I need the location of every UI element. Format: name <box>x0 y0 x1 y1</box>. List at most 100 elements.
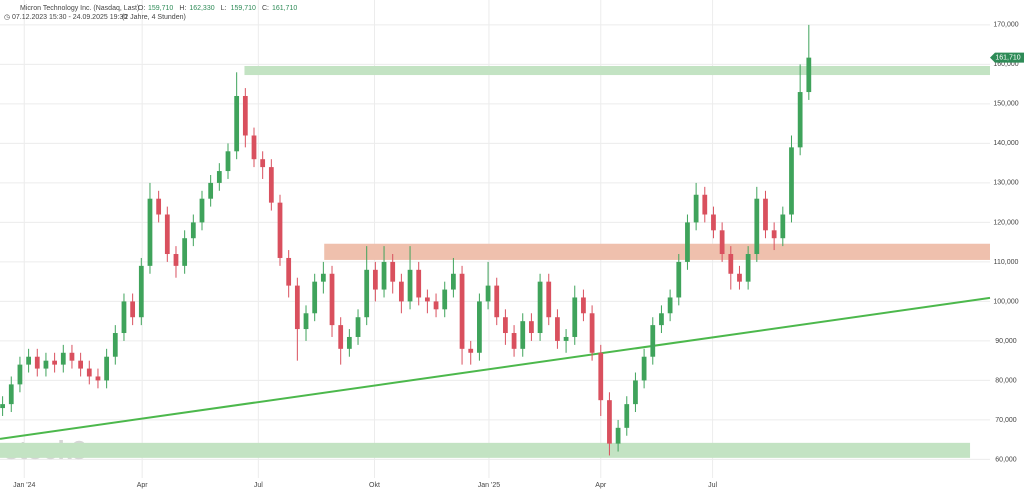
candle-body <box>156 198 162 215</box>
x-tick-label: Jan '24 <box>13 482 35 489</box>
x-tick-label: Jul <box>254 482 263 489</box>
candle-body <box>294 285 300 330</box>
range-text: 07.12.2023 15:30 - 24.09.2025 19:30 <box>12 14 127 21</box>
candle-body <box>130 301 136 318</box>
candle-body <box>346 336 352 349</box>
candle-body <box>520 321 526 349</box>
y-tick-label: 130,000 <box>993 180 1018 187</box>
x-tick-label: Apr <box>137 482 149 489</box>
candle-body <box>451 273 456 290</box>
candle-body <box>633 380 638 405</box>
candle-body <box>572 297 578 337</box>
zone <box>324 243 990 260</box>
candle-body <box>251 135 257 160</box>
candle-body <box>216 171 222 183</box>
candle-body <box>667 297 673 314</box>
candle-body <box>424 297 430 302</box>
candle-body <box>685 222 690 262</box>
candle-body <box>546 281 552 318</box>
x-tick-label: Okt <box>369 482 380 489</box>
candle-body <box>659 313 664 326</box>
candle-body <box>8 384 14 405</box>
candle-body <box>719 230 725 255</box>
candle-body <box>702 194 708 215</box>
candle-body <box>676 261 682 298</box>
candle-body <box>225 151 231 172</box>
candle-body <box>164 214 170 255</box>
y-tick-label: 140,000 <box>993 140 1018 147</box>
candle-body <box>381 261 387 290</box>
candle-body <box>398 281 404 302</box>
candle-body <box>208 182 214 199</box>
candle-body <box>190 222 196 239</box>
legend-value: 162,330 <box>189 5 214 12</box>
candle-body <box>86 368 92 377</box>
candle-body <box>624 404 630 428</box>
candle-body <box>95 376 101 381</box>
candle-body <box>52 360 57 365</box>
candle-body <box>234 95 240 152</box>
y-tick-label: 110,000 <box>994 259 1019 266</box>
candle-body <box>503 317 508 334</box>
legend-key: L: <box>221 5 227 12</box>
candle-body <box>797 92 803 148</box>
candle-body <box>312 281 318 314</box>
candle-body <box>112 333 118 357</box>
candle-body <box>737 273 742 282</box>
candle-body <box>407 269 413 302</box>
candle-body <box>78 360 84 369</box>
candle-body <box>433 301 439 310</box>
y-tick-label: 60,000 <box>995 456 1017 463</box>
legend-value: 161,710 <box>272 5 297 12</box>
candle-body <box>459 273 465 349</box>
candle-body <box>147 198 153 266</box>
candle-body <box>563 336 569 341</box>
candle-body <box>806 57 812 93</box>
candle-body <box>650 325 656 357</box>
trendline <box>0 296 991 440</box>
candle-body <box>69 352 75 361</box>
candle-body <box>711 214 716 231</box>
candle-body <box>286 257 292 286</box>
candle-body <box>260 159 266 168</box>
y-tick-label: 160,000 <box>993 61 1018 68</box>
candle-body <box>303 313 309 330</box>
y-tick-label: 100,000 <box>993 298 1018 305</box>
candle-body <box>43 360 49 369</box>
candle-body <box>138 265 144 318</box>
chart-title: Micron Technology Inc. (Nasdaq, Last) <box>20 5 139 12</box>
legend-key: C: <box>262 5 269 12</box>
price-tag-label: 161,710 <box>995 54 1020 61</box>
candle-body <box>615 427 621 444</box>
candle-body <box>780 214 786 239</box>
price-tag <box>990 52 1024 63</box>
candle-body <box>199 198 205 223</box>
candle-body <box>364 269 370 318</box>
candle-body <box>173 254 179 266</box>
legend-key: H: <box>179 5 186 12</box>
candle-body <box>338 325 344 349</box>
candle-body <box>641 356 647 381</box>
candle-body <box>329 273 335 326</box>
clock-icon: ◷ <box>4 14 10 21</box>
candle-body <box>355 317 361 337</box>
candle-body <box>485 285 491 302</box>
candle-body <box>0 404 5 409</box>
candle-body <box>581 297 586 314</box>
candle-body <box>693 194 699 223</box>
candle-body <box>598 352 604 401</box>
candle-body <box>468 348 474 353</box>
candle-body <box>390 261 396 282</box>
candle-body <box>789 147 794 215</box>
candle-body <box>121 301 127 334</box>
candle-body <box>529 321 534 334</box>
x-tick-label: Jan '25 <box>478 482 500 489</box>
legend-value: 159,710 <box>148 5 173 12</box>
period-text: (2 Jahre, 4 Stunden) <box>122 14 186 21</box>
candle-body <box>182 238 188 266</box>
zone <box>0 442 971 458</box>
y-tick-label: 80,000 <box>995 377 1017 384</box>
candle-body <box>511 333 517 349</box>
candle-body <box>26 356 31 365</box>
